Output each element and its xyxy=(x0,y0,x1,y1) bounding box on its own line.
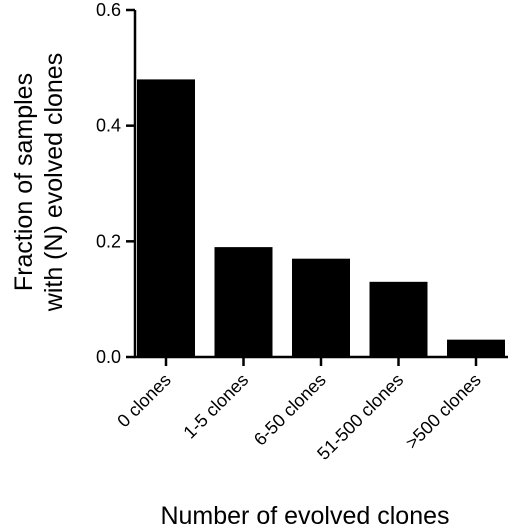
x-tick-label-0: 0 clones xyxy=(113,370,175,432)
x-axis-title: Number of evolved clones xyxy=(160,502,449,530)
bar-0 xyxy=(137,79,195,358)
bar-3 xyxy=(369,281,428,357)
y-axis-title-line-2: with (N) evolved clones xyxy=(40,53,68,312)
y-tick-label-0: 0.0 xyxy=(96,347,121,367)
x-tick-label-2: 6-50 clones xyxy=(250,370,330,450)
y-axis-title: Fraction of samples with (N) evolved clo… xyxy=(10,53,68,312)
bars-group xyxy=(137,79,505,358)
x-tick-label-4: >500 clones xyxy=(402,370,485,453)
y-tick-label-3: 0.6 xyxy=(96,0,121,20)
bar-1 xyxy=(214,247,273,357)
axes-frame xyxy=(133,10,508,359)
y-tick-label-2: 0.4 xyxy=(96,116,121,136)
y-ticks-group: 0.0 0.2 0.4 0.6 xyxy=(96,0,135,367)
bar-2 xyxy=(292,258,350,357)
x-tick-label-1: 1-5 clones xyxy=(179,370,252,443)
bar-4 xyxy=(447,339,505,357)
y-axis-title-line-1: Fraction of samples xyxy=(10,73,38,291)
y-tick-label-1: 0.2 xyxy=(96,231,121,251)
